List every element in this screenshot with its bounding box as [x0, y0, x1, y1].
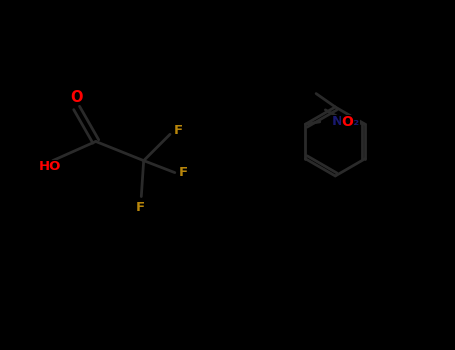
Text: O: O [341, 115, 353, 129]
Text: HO: HO [39, 160, 61, 173]
Text: NH₂: NH₂ [332, 116, 360, 128]
Text: F: F [174, 124, 183, 137]
Text: F: F [136, 201, 145, 214]
Text: O: O [71, 90, 83, 105]
Text: F: F [179, 166, 188, 179]
